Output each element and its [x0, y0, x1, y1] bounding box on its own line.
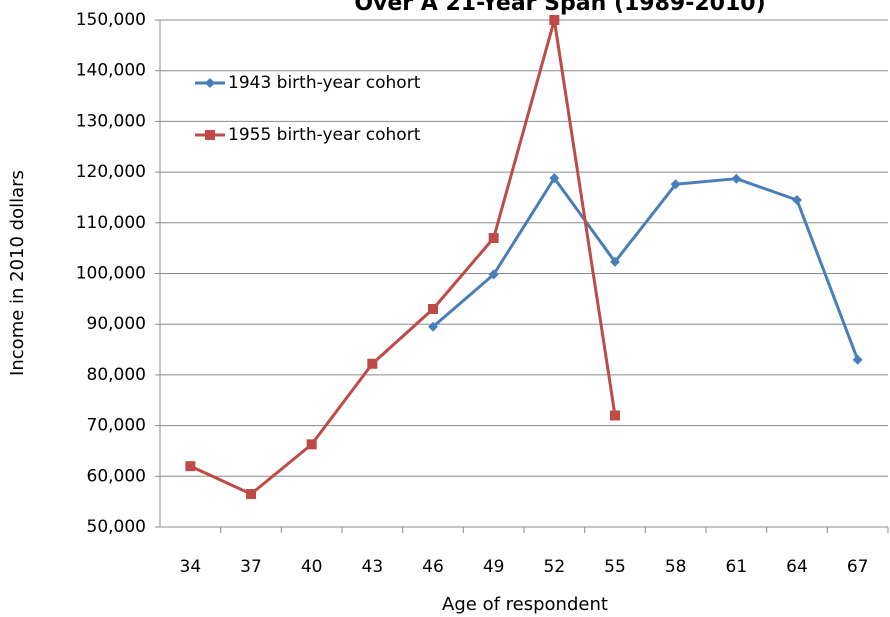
- data-point: [428, 321, 438, 332]
- data-point: [610, 410, 620, 421]
- data-point: [670, 179, 681, 190]
- data-point: [488, 269, 499, 280]
- x-tick-label: 43: [362, 557, 384, 577]
- x-tick-label: 64: [786, 557, 808, 577]
- legend-marker: [205, 130, 215, 140]
- y-tick-label: 110,000: [76, 213, 146, 233]
- data-point: [549, 15, 560, 25]
- x-tick-label: 58: [665, 557, 687, 577]
- y-tick-label: 140,000: [76, 61, 146, 81]
- data-point: [610, 256, 620, 267]
- series-line: [189, 18, 617, 496]
- data-point: [428, 303, 438, 314]
- data-point: [852, 354, 863, 365]
- x-tick-label: 67: [847, 557, 869, 577]
- x-tick-label: 40: [301, 557, 323, 577]
- x-tick-label: 49: [483, 557, 505, 577]
- data-point: [185, 461, 196, 472]
- x-tick-label: 61: [726, 557, 748, 577]
- legend-label: 1955 birth-year cohort: [228, 125, 421, 145]
- series-line: [432, 176, 860, 361]
- y-axis-label: Income in 2010 dollars: [7, 170, 28, 376]
- y-tick-label: 130,000: [76, 111, 146, 131]
- x-tick-label: 52: [544, 557, 566, 577]
- x-tick-label: 34: [180, 557, 202, 577]
- y-tick-label: 70,000: [87, 416, 146, 436]
- data-point: [306, 439, 317, 450]
- y-tick-label: 90,000: [87, 314, 146, 334]
- y-tick-label: 100,000: [76, 264, 146, 284]
- data-point: [246, 489, 256, 500]
- y-tick-label: 150,000: [76, 10, 146, 30]
- x-tick-label: 55: [604, 557, 626, 577]
- data-point: [549, 173, 560, 184]
- x-axis-label: Age of respondent: [442, 594, 608, 615]
- y-tick-label: 60,000: [87, 466, 146, 486]
- data-point: [367, 358, 378, 369]
- chart-title: Over A 21-Year Span (1989-2010): [354, 0, 765, 16]
- x-tick-label: 46: [422, 557, 444, 577]
- data-point: [792, 194, 802, 205]
- legend-label: 1943 birth-year cohort: [228, 73, 421, 93]
- y-tick-label: 80,000: [87, 365, 146, 385]
- data-point: [731, 173, 742, 184]
- legend-marker: [205, 78, 215, 88]
- x-tick-label: 37: [240, 557, 262, 577]
- y-tick-label: 50,000: [87, 517, 146, 537]
- data-point: [488, 233, 499, 244]
- y-tick-label: 120,000: [76, 162, 146, 182]
